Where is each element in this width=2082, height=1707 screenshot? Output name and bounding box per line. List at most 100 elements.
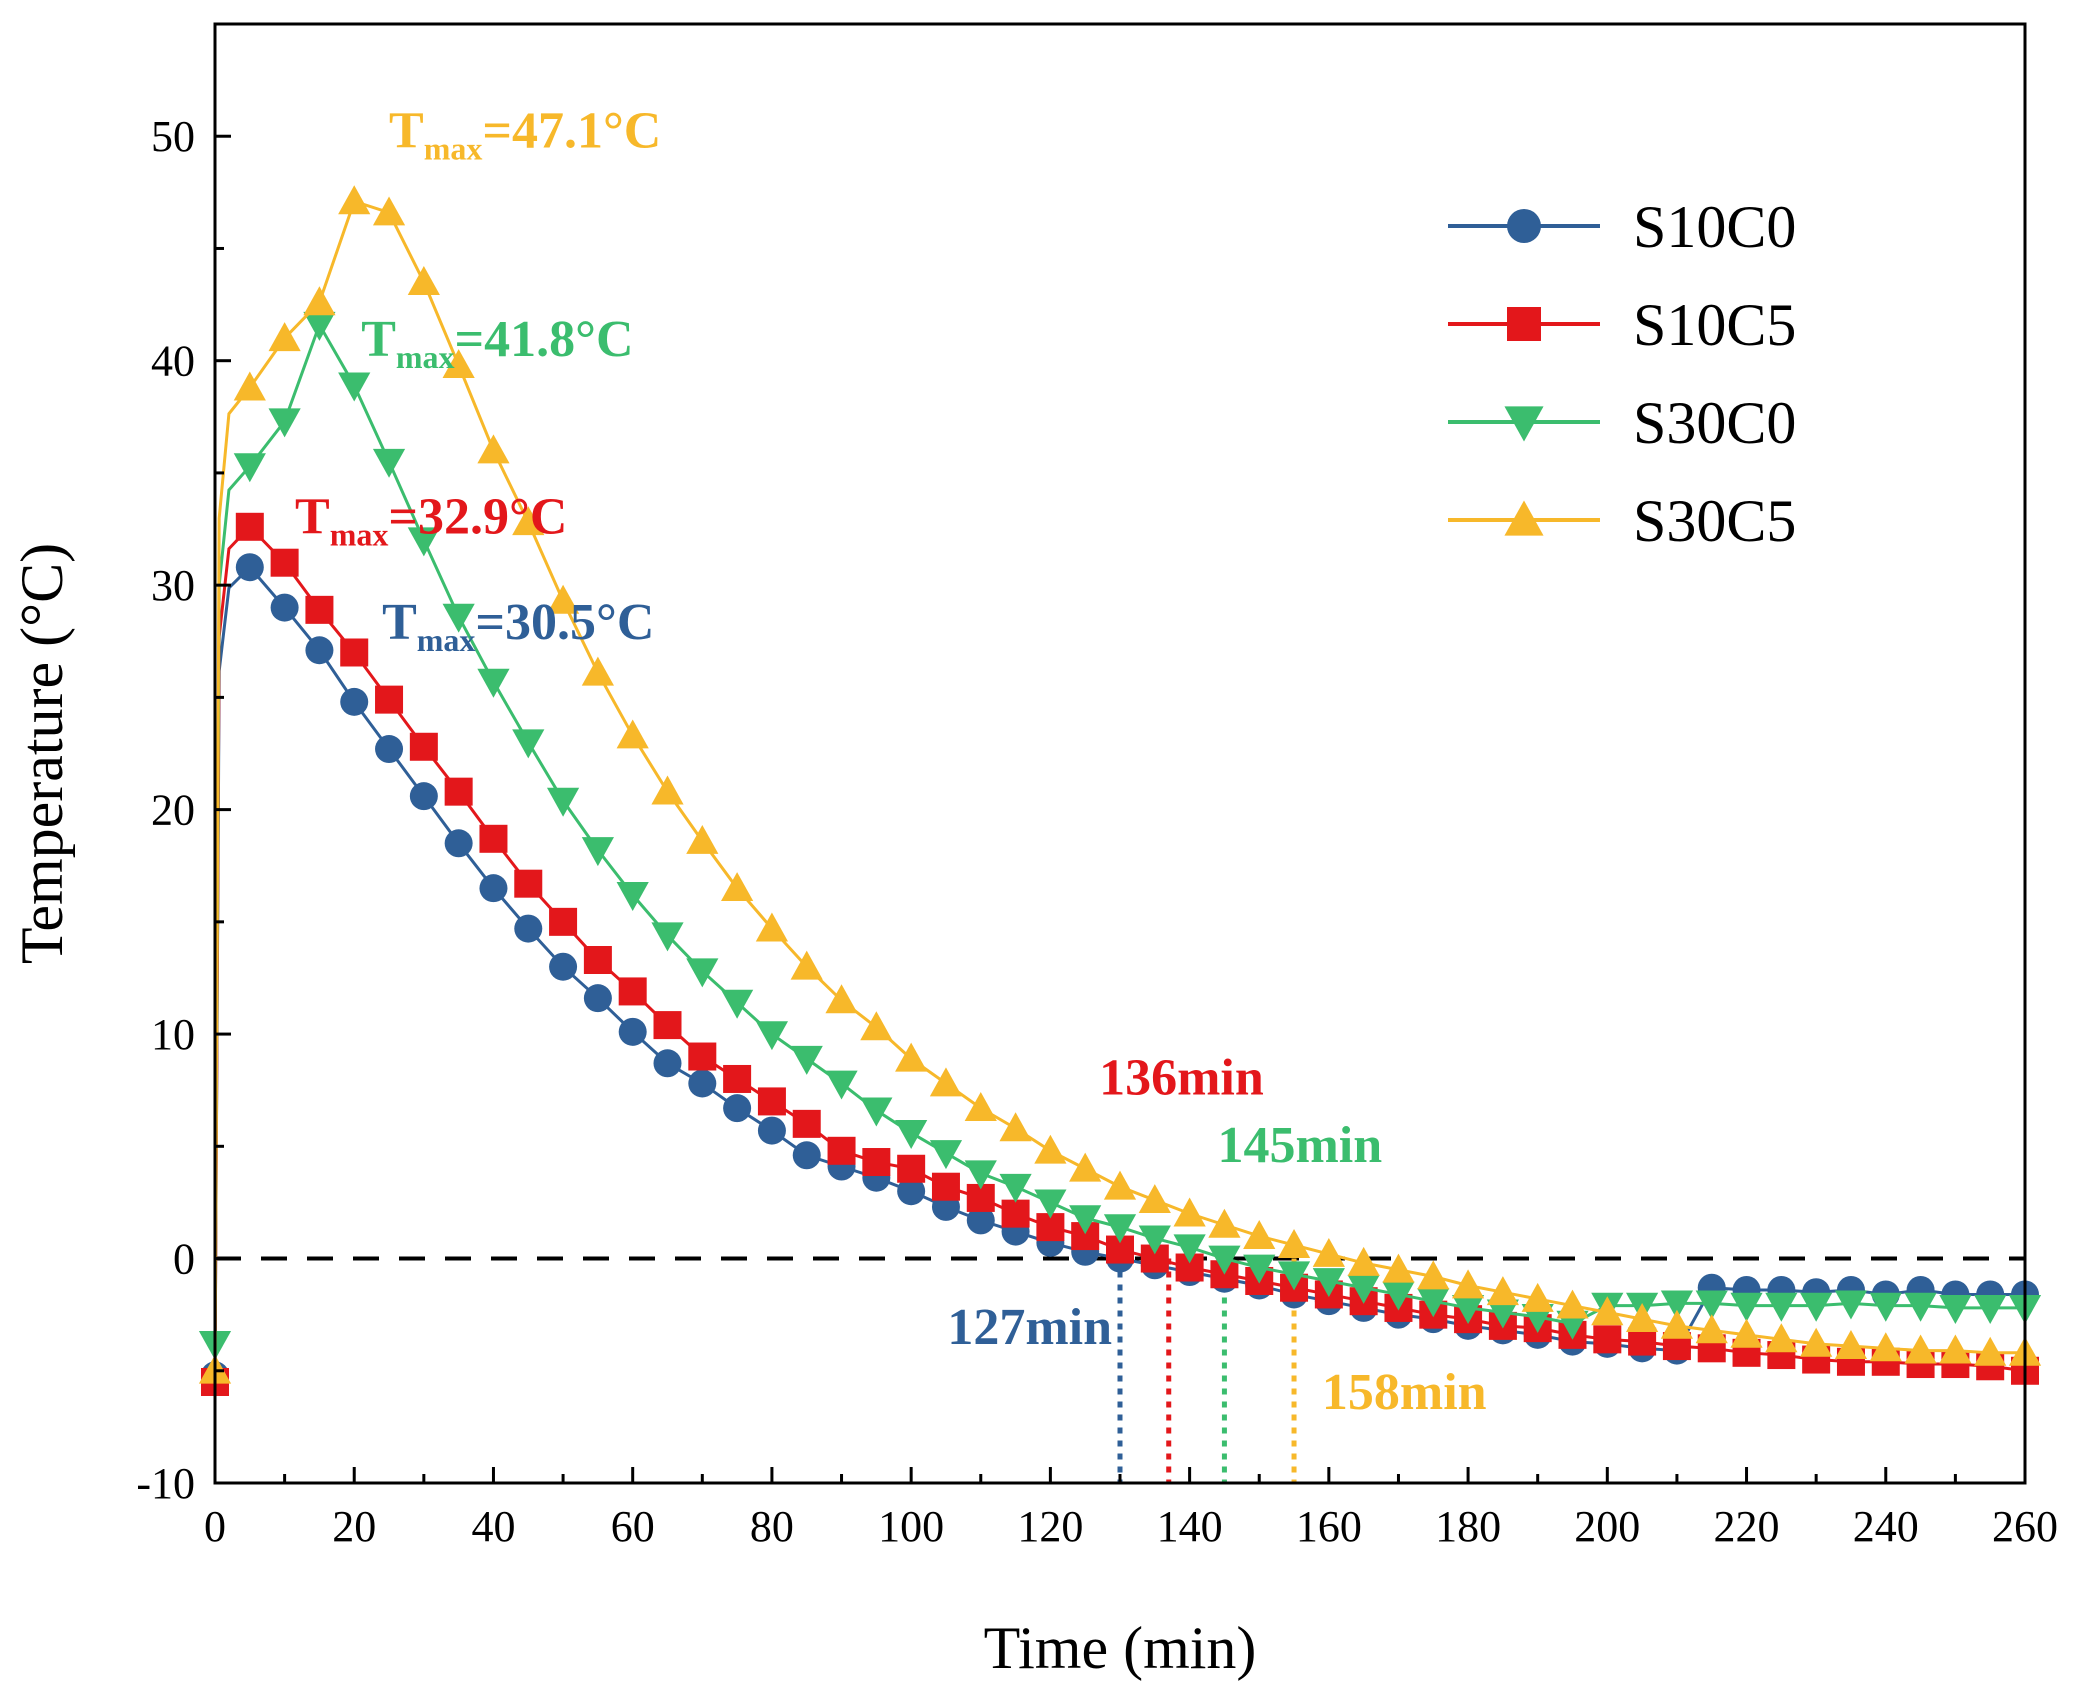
data-point-s30c0 xyxy=(442,603,475,633)
data-point-s30c5 xyxy=(1312,1237,1345,1267)
data-point-s10c5 xyxy=(583,946,612,975)
annotation-subscript: max xyxy=(417,622,476,658)
legend: S10C0 S10C5 S30C0 S30C5 xyxy=(1448,194,1796,554)
data-point-s30c5 xyxy=(651,775,684,805)
data-point-s30c5 xyxy=(1486,1276,1519,1306)
data-point-s30c0 xyxy=(1834,1290,1868,1320)
crossing-layer xyxy=(1117,1258,1297,1483)
data-point-s10c5 xyxy=(1001,1199,1030,1228)
series-layer xyxy=(198,185,2042,1396)
legend-marker xyxy=(1507,209,1541,243)
x-tick-label: 180 xyxy=(1435,1502,1501,1551)
data-point-s30c5 xyxy=(1069,1152,1102,1182)
x-tick-label: 240 xyxy=(1853,1502,1919,1551)
data-point-s10c5 xyxy=(1593,1325,1622,1354)
data-point-s30c0 xyxy=(895,1119,928,1149)
x-tick-label: 260 xyxy=(1992,1502,2058,1551)
legend-marker xyxy=(1507,307,1541,341)
data-point-s30c0 xyxy=(233,453,266,483)
data-point-s30c0 xyxy=(1730,1292,1763,1322)
data-point-s10c5 xyxy=(827,1136,856,1165)
annotation-main: T xyxy=(361,311,396,368)
data-point-s30c0 xyxy=(1765,1292,1798,1322)
data-point-s30c5 xyxy=(477,434,510,464)
legend-label: S10C0 xyxy=(1633,194,1796,260)
y-tick-label: 0 xyxy=(173,1235,195,1284)
data-point-s30c5 xyxy=(1800,1327,1833,1357)
data-point-s30c0 xyxy=(790,1045,823,1075)
x-tick-label: 0 xyxy=(204,1502,226,1551)
x-tick-label: 220 xyxy=(1714,1502,1780,1551)
data-point-s30c0 xyxy=(860,1097,893,1127)
annotation-value: =32.9°C xyxy=(388,489,567,546)
label-layer: 0 20 40 60 80 100 120 140 160 180 200 220 240 260-100… xyxy=(136,112,2058,1551)
legend-marker xyxy=(1504,500,1544,536)
data-point-s30c0 xyxy=(1173,1234,1206,1264)
annotation-tmax-s30c5: Tmax=47.1°C xyxy=(389,102,661,166)
data-point-s30c5 xyxy=(1521,1282,1554,1312)
data-point-s10c5 xyxy=(688,1042,717,1071)
data-point-s10c5 xyxy=(514,869,543,898)
data-point-s30c5 xyxy=(1208,1208,1241,1238)
data-point-s30c0 xyxy=(1417,1288,1450,1318)
x-tick-label: 140 xyxy=(1157,1502,1223,1551)
data-point-s10c5 xyxy=(235,512,264,541)
data-point-s30c5 xyxy=(1451,1269,1485,1299)
data-point-s30c0 xyxy=(512,729,545,759)
data-point-s30c0 xyxy=(1382,1281,1415,1311)
x-tick-label: 60 xyxy=(611,1502,655,1551)
data-point-s10c5 xyxy=(792,1109,821,1138)
y-tick-label: -10 xyxy=(136,1459,195,1508)
annotation-tmax-s30c0: Tmax=41.8°C xyxy=(361,311,633,375)
x-tick-label: 100 xyxy=(878,1502,944,1551)
data-point-s30c5 xyxy=(964,1092,997,1122)
tick-layer xyxy=(213,22,2027,1485)
data-point-s10c5 xyxy=(1628,1327,1657,1356)
x-tick-label: 120 xyxy=(1017,1502,1083,1551)
data-point-s30c5 xyxy=(1347,1246,1380,1276)
data-point-s30c0 xyxy=(1800,1292,1833,1322)
x-tick-label: 20 xyxy=(332,1502,376,1551)
data-point-s10c0 xyxy=(583,984,612,1013)
data-point-s10c5 xyxy=(479,824,508,853)
data-point-s30c5 xyxy=(407,266,440,296)
data-point-s30c5 xyxy=(1869,1332,1902,1362)
data-point-s30c5 xyxy=(1556,1289,1589,1319)
y-tick-label: 40 xyxy=(151,337,195,386)
data-point-s10c5 xyxy=(409,732,438,761)
legend-item-s30c0: S30C0 xyxy=(1448,390,1796,456)
crossing-label-145min: 145min xyxy=(1217,1117,1382,1174)
legend-marker xyxy=(1504,406,1544,442)
data-point-s10c5 xyxy=(549,907,578,936)
legend-label: S10C5 xyxy=(1633,292,1796,358)
data-point-s30c0 xyxy=(721,989,754,1019)
legend-label: S30C0 xyxy=(1633,390,1796,456)
data-point-s30c5 xyxy=(790,950,823,980)
data-point-s30c0 xyxy=(1312,1268,1345,1298)
x-tick-label: 160 xyxy=(1296,1502,1362,1551)
annotation-value: =30.5°C xyxy=(475,594,654,651)
data-point-s10c0 xyxy=(653,1049,682,1078)
data-point-s30c0 xyxy=(581,837,614,867)
data-point-s30c0 xyxy=(755,1021,789,1051)
data-point-s10c0 xyxy=(723,1094,752,1123)
data-point-s30c0 xyxy=(825,1070,858,1100)
data-point-s30c0 xyxy=(372,448,406,478)
legend-label: S30C5 xyxy=(1633,488,1796,554)
data-point-s10c5 xyxy=(757,1087,786,1116)
data-point-s30c5 xyxy=(372,196,406,226)
annotation-value: =47.1°C xyxy=(482,102,661,159)
data-point-s30c5 xyxy=(546,584,580,614)
data-point-s30c0 xyxy=(1243,1254,1276,1284)
data-point-s10c5 xyxy=(653,1011,682,1040)
x-tick-label: 80 xyxy=(750,1502,794,1551)
data-point-s10c5 xyxy=(270,548,299,577)
annotation-main: T xyxy=(382,594,417,651)
data-point-s10c0 xyxy=(688,1069,717,1098)
data-point-s10c0 xyxy=(270,593,299,622)
data-point-s30c5 xyxy=(755,912,789,942)
annotation-main: T xyxy=(295,489,330,546)
data-point-s30c5 xyxy=(1591,1296,1624,1326)
x-tick-label: 40 xyxy=(471,1502,515,1551)
